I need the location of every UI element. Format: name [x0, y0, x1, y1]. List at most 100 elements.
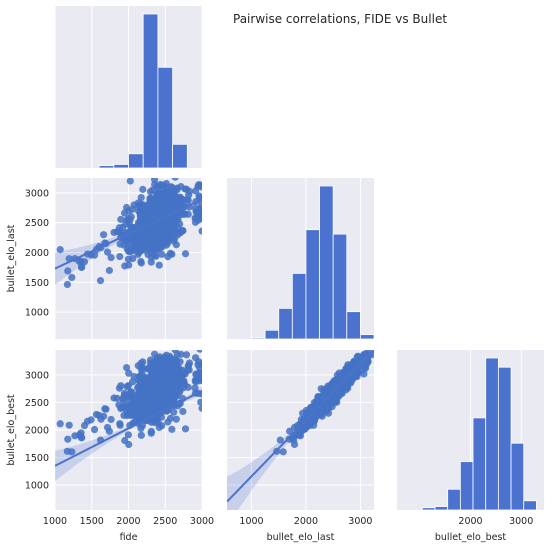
hist-bar [251, 337, 266, 340]
hist-bar [172, 143, 188, 169]
scatter-point [191, 354, 200, 362]
hist-bar [113, 164, 129, 169]
scatter-point [198, 404, 202, 412]
scatter-point [147, 427, 155, 435]
scatter-point [63, 280, 71, 289]
scatter-point [127, 339, 134, 346]
y-axis-label-bullet-elo-last: bullet_elo_last [6, 224, 17, 292]
scatter-point [185, 191, 193, 199]
hist-bar [485, 357, 499, 511]
scatter-point [96, 277, 105, 285]
scatter-point [68, 273, 76, 282]
x-axis-label-bullet-elo-best: bullet_elo_best [435, 532, 507, 543]
scatter-point [179, 384, 188, 392]
scatter-point [139, 387, 147, 396]
scatter-point [191, 187, 200, 195]
scatter-point [157, 342, 164, 349]
scatter-point [127, 223, 135, 232]
hist-bar [497, 366, 512, 511]
y-tick-label: 2500 [25, 218, 49, 229]
scatter-point [75, 431, 83, 439]
scatter-point [192, 215, 200, 223]
scatter-point [181, 425, 190, 433]
scatter-point [110, 228, 118, 237]
hist-bar [459, 461, 474, 511]
scatter-point [168, 425, 176, 433]
scatter-point [292, 431, 301, 439]
scatter-point [149, 204, 157, 212]
scatter-point [192, 371, 200, 379]
hist-bar [472, 417, 487, 511]
scatter-point [146, 363, 154, 372]
scatter-point [195, 192, 202, 200]
scatter-point [126, 407, 134, 415]
hist-bar [278, 307, 293, 340]
y-tick-label: 3000 [25, 370, 49, 381]
scatter-point [173, 350, 181, 359]
scatter-point [137, 203, 145, 211]
scatter-point [125, 369, 133, 377]
scatter-point [129, 246, 137, 255]
scatter-point [170, 408, 178, 416]
y-tick-label: 1000 [25, 481, 49, 492]
hist-bar [264, 329, 280, 340]
scatter-point [162, 219, 170, 228]
scatter-point [299, 425, 308, 434]
scatter-point [56, 246, 64, 254]
scatter-point [162, 389, 170, 398]
scatter-point [107, 253, 115, 262]
scatter-point [129, 254, 137, 263]
scatter-point [276, 436, 284, 444]
scatter-point [158, 250, 166, 258]
scatter-point [107, 415, 115, 424]
scatter-point [75, 257, 83, 266]
scatter-point [115, 384, 124, 392]
scatter-point [99, 231, 108, 239]
scatter-point [156, 386, 164, 394]
hist-bar [98, 165, 115, 169]
scatter-point [334, 391, 342, 399]
scatter-point [127, 388, 135, 396]
scatter-point [137, 193, 145, 202]
scatter-point [83, 417, 92, 425]
scatter-point [364, 342, 371, 349]
scatter-point [142, 394, 150, 402]
scatter-point [198, 200, 202, 208]
hist-bar [359, 334, 375, 340]
scatter-point [92, 410, 101, 419]
scatter-point [196, 350, 202, 353]
scatter-point [374, 339, 381, 346]
scatter-point [141, 405, 149, 413]
scatter-point [170, 225, 178, 233]
scatter-point [90, 251, 99, 259]
scatter-point [129, 205, 137, 213]
scatter-point [360, 370, 368, 378]
x-tick-label: 1500 [80, 516, 104, 527]
scatter-point [122, 363, 131, 372]
scatter-point [170, 235, 179, 243]
scatter-point [197, 398, 202, 406]
y-tick-label: 3000 [25, 188, 49, 199]
x-tick-label: 2000 [458, 516, 482, 527]
scatter-point [124, 431, 132, 439]
hist-bar [510, 442, 525, 511]
scatter-point [154, 401, 162, 409]
scatter-point [116, 240, 124, 248]
scatter-point [164, 189, 172, 197]
scatter-point [124, 214, 132, 223]
scatter-point [153, 245, 161, 254]
scatter-point [134, 391, 142, 399]
hist-bar [332, 233, 348, 340]
scatter-point [164, 359, 172, 367]
scatter-point [56, 420, 64, 428]
hist-bar [319, 185, 334, 340]
scatter-point [166, 370, 175, 378]
scatter-point [172, 415, 180, 423]
scatter-point [151, 180, 159, 189]
y-tick-label: 2000 [25, 426, 49, 437]
scatter-point [173, 184, 181, 192]
scatter-point [177, 373, 185, 381]
scatter-point [90, 425, 99, 434]
hist-bar [434, 506, 449, 511]
scatter-point [101, 405, 109, 413]
